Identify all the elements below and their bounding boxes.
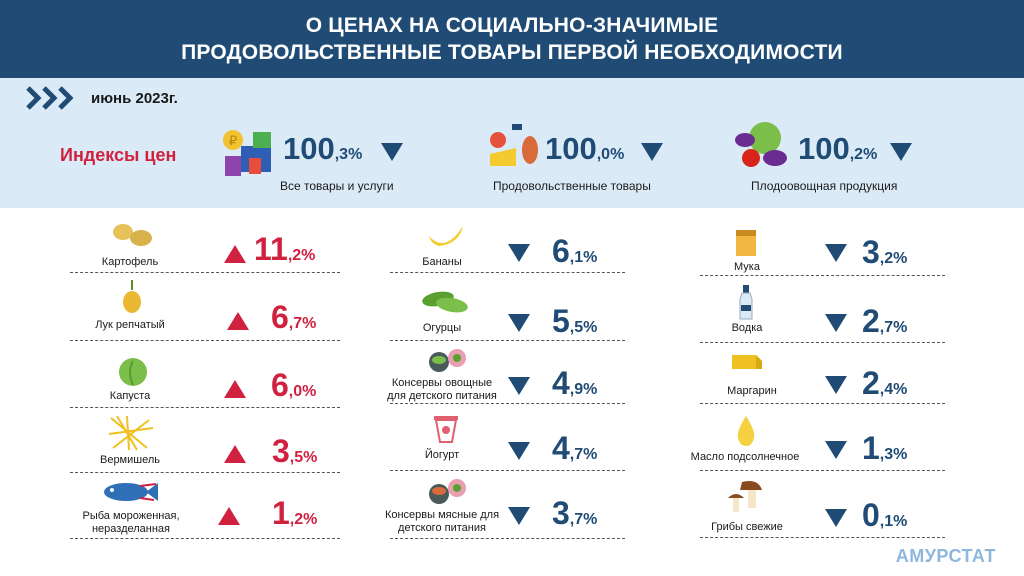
arrow-down-icon xyxy=(508,244,530,262)
item-value: 1,2% xyxy=(272,495,318,531)
arrow-up-icon xyxy=(218,507,240,525)
divider xyxy=(390,272,625,273)
item-label: Капуста xyxy=(109,390,151,402)
divider xyxy=(70,340,340,341)
item-label: Консервы мясные для детского питания xyxy=(384,509,500,534)
arrow-down-icon xyxy=(825,441,847,459)
item-value: 6,0% xyxy=(271,367,317,403)
item-value: 1,3% xyxy=(862,430,908,466)
item-value: 2,4% xyxy=(862,365,908,401)
index-food-arrow-down-icon xyxy=(641,143,663,161)
divider xyxy=(700,403,945,404)
chevrons-icon xyxy=(26,86,74,110)
arrow-down-icon xyxy=(508,314,530,332)
item-value: 6,7% xyxy=(271,299,317,335)
money-boxes-icon: ₽ xyxy=(223,130,271,176)
divider xyxy=(70,472,340,473)
arrow-up-icon xyxy=(224,380,246,398)
divider xyxy=(70,407,340,408)
index-veg-label: Плодоовощная продукция xyxy=(751,179,898,193)
item-label: Огурцы xyxy=(422,322,462,334)
item-label: Рыба мороженная, неразделанная xyxy=(82,510,180,535)
arrow-down-icon xyxy=(825,314,847,332)
flour-icon xyxy=(736,230,756,256)
fish-icon xyxy=(104,483,158,501)
index-all-label: Все товары и услуги xyxy=(280,179,394,193)
item-label: Картофель xyxy=(101,256,159,268)
title-line-2: ПРОДОВОЛЬСТВЕННЫЕ ТОВАРЫ ПЕРВОЙ НЕОБХОДИ… xyxy=(181,41,843,64)
divider xyxy=(390,403,625,404)
item-label: Вермишель xyxy=(99,454,160,466)
item-label: Грибы свежие xyxy=(711,521,783,533)
period-label: июнь 2023г. xyxy=(91,90,178,107)
divider xyxy=(390,340,625,341)
svg-text:₽: ₽ xyxy=(229,133,237,148)
indices-title: Индексы цен xyxy=(60,145,177,165)
item-value: 3,7% xyxy=(552,495,598,531)
item-value: 11,2% xyxy=(254,231,316,267)
divider xyxy=(700,275,945,276)
index-all-arrow-down-icon xyxy=(381,143,403,161)
divider xyxy=(70,538,340,539)
divider xyxy=(700,537,945,538)
divider xyxy=(70,272,340,273)
item-label: Маргарин xyxy=(727,385,777,397)
title-line-1: О ЦЕНАХ НА СОЦИАЛЬНО-ЗНАЧИМЫЕ xyxy=(305,14,719,37)
arrow-down-icon xyxy=(825,376,847,394)
item-value: 3,2% xyxy=(862,234,908,270)
arrow-up-icon xyxy=(227,312,249,330)
arrow-down-icon xyxy=(825,244,847,262)
index-veg-value: 100,2% xyxy=(798,131,878,166)
arrow-down-icon xyxy=(508,442,530,460)
banana-icon xyxy=(429,226,463,246)
item-label: Йогурт xyxy=(424,449,460,461)
vodka-icon xyxy=(739,285,753,320)
item-value: 4,9% xyxy=(552,365,598,401)
index-veg-arrow-down-icon xyxy=(890,143,912,161)
margarine-icon xyxy=(732,355,762,369)
header-banner: О ЦЕНАХ НА СОЦИАЛЬНО-ЗНАЧИМЫЕ ПРОДОВОЛЬС… xyxy=(0,0,1024,78)
footer-logo: АМУРСТАТ xyxy=(895,546,996,566)
divider xyxy=(700,470,945,471)
index-all-value: 100,3% xyxy=(283,131,363,166)
potato-icon xyxy=(113,224,152,246)
cabbage-icon xyxy=(119,358,147,386)
noodles-icon xyxy=(108,415,154,451)
divider xyxy=(390,538,625,539)
mushroom-icon xyxy=(728,481,762,512)
item-value: 5,5% xyxy=(552,303,598,339)
item-value: 6,1% xyxy=(552,233,598,269)
oil-drop-icon xyxy=(737,416,755,446)
item-value: 0,1% xyxy=(862,497,908,533)
baby-food-veg-icon xyxy=(429,349,466,372)
item-label: Консервы овощные для детского питания xyxy=(387,377,497,402)
item-label: Мука xyxy=(734,261,760,273)
item-label: Лук репчатый xyxy=(95,319,165,331)
vegetables-icon xyxy=(735,122,787,167)
item-value: 3,5% xyxy=(272,433,318,469)
item-value: 4,7% xyxy=(552,430,598,466)
item-label: Бананы xyxy=(422,256,462,268)
arrow-down-icon xyxy=(508,377,530,395)
item-label: Масло подсолнечное xyxy=(690,451,800,463)
index-food-value: 100,0% xyxy=(545,131,625,166)
arrow-down-icon xyxy=(508,507,530,525)
cucumber-icon xyxy=(422,291,468,313)
arrow-down-icon xyxy=(825,509,847,527)
yogurt-icon xyxy=(434,416,458,443)
divider xyxy=(390,470,625,471)
index-food-label: Продовольственные товары xyxy=(493,179,651,193)
arrow-up-icon xyxy=(224,445,246,463)
arrow-up-icon xyxy=(224,245,246,263)
divider xyxy=(700,342,945,343)
groceries-icon xyxy=(490,124,538,166)
item-value: 2,7% xyxy=(862,303,908,339)
baby-food-meat-icon xyxy=(429,479,466,504)
item-label: Водка xyxy=(731,322,763,334)
onion-icon xyxy=(123,280,141,313)
